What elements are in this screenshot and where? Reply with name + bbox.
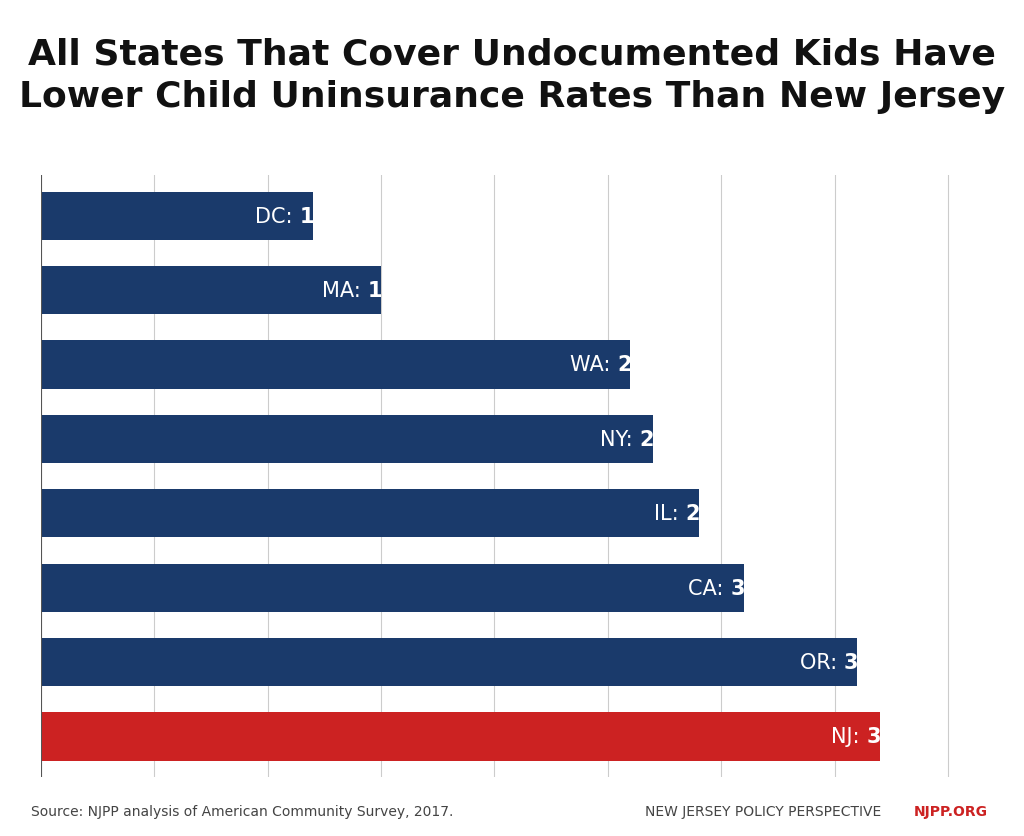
- Text: MA:: MA:: [323, 281, 368, 301]
- Bar: [41, 341, 631, 390]
- Bar: [41, 563, 743, 612]
- Text: IL:: IL:: [653, 503, 685, 523]
- Text: DC:: DC:: [255, 206, 299, 227]
- Text: All States That Cover Undocumented Kids Have
Lower Child Uninsurance Rates Than : All States That Cover Undocumented Kids …: [18, 38, 1006, 114]
- Text: NY:: NY:: [600, 430, 640, 450]
- Bar: [41, 267, 381, 315]
- Text: NJPP.ORG: NJPP.ORG: [914, 803, 988, 818]
- Text: 2.9%: 2.9%: [685, 503, 742, 523]
- Bar: [41, 638, 857, 686]
- Text: WA:: WA:: [570, 355, 616, 375]
- Bar: [41, 490, 698, 538]
- Text: CA:: CA:: [688, 578, 730, 598]
- Text: 3.1%: 3.1%: [730, 578, 788, 598]
- Bar: [41, 415, 653, 463]
- Text: 1.2%: 1.2%: [299, 206, 357, 227]
- Text: 3.6%: 3.6%: [844, 652, 901, 672]
- Bar: [41, 712, 880, 761]
- Text: OR:: OR:: [800, 652, 844, 672]
- Text: 2.7%: 2.7%: [640, 430, 697, 450]
- Text: 3.7%: 3.7%: [866, 726, 924, 747]
- Text: Source: NJPP analysis of American Community Survey, 2017.: Source: NJPP analysis of American Commun…: [31, 803, 453, 818]
- Bar: [41, 192, 313, 241]
- Text: NEW JERSEY POLICY PERSPECTIVE: NEW JERSEY POLICY PERSPECTIVE: [645, 803, 882, 818]
- Text: NJ:: NJ:: [831, 726, 866, 747]
- Text: 2.6%: 2.6%: [616, 355, 675, 375]
- Text: 1.5%: 1.5%: [368, 281, 425, 301]
